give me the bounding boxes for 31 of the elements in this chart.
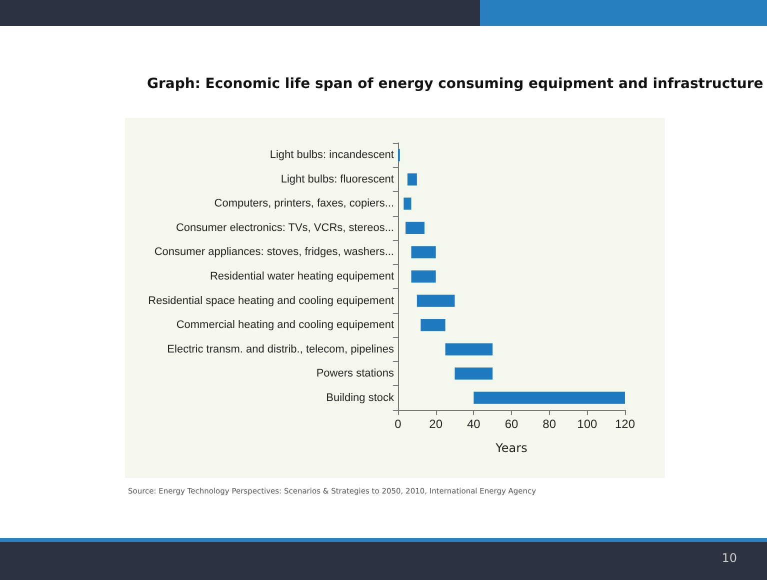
x-tick-label: 120 [614, 417, 636, 431]
y-tick-label: Light bulbs: fluorescent [280, 173, 394, 186]
bar [445, 343, 493, 356]
y-tick-label: Light bulbs: incandescent [270, 149, 394, 162]
y-tick-label: Computers, printers, faxes, copiers... [214, 198, 394, 210]
bar [404, 198, 412, 210]
y-tick-label: Consumer electronics: TVs, VCRs, stereos... [176, 222, 394, 234]
bar [416, 294, 455, 307]
y-tick-label: Electric transm. and distrib., telecom, pipelines [167, 343, 394, 356]
x-tick-label: 100 [577, 417, 598, 431]
x-tick-label: 40 [466, 417, 481, 431]
x-tick-label: 80 [542, 417, 556, 431]
bar [474, 392, 625, 404]
bar [411, 246, 436, 258]
bar [406, 222, 424, 234]
text: 10 [722, 551, 738, 565]
x-tick-label: 20 [429, 417, 443, 431]
y-tick-label: Powers stations [316, 368, 394, 380]
bar [411, 270, 436, 283]
y-tick-label: Building stock [326, 392, 394, 404]
y-tick-label: Consumer appliances: stoves, fridges, washers... [154, 246, 394, 258]
x-tick-label: 60 [504, 417, 518, 431]
chart-title: Graph: Economic life span of energy consuming equipment and infrastructure [147, 76, 764, 92]
x-axis-title: Years [494, 441, 528, 455]
bar [407, 173, 417, 186]
bar [454, 368, 493, 380]
y-tick-label: Residential space heating and cooling equipement [148, 294, 394, 307]
y-tick-label: Commercial heating and cooling equipement [176, 319, 394, 332]
bar [420, 318, 446, 332]
x-tick-label: 0 [394, 417, 402, 431]
y-tick-label: Residential water heating equipement [210, 270, 394, 282]
